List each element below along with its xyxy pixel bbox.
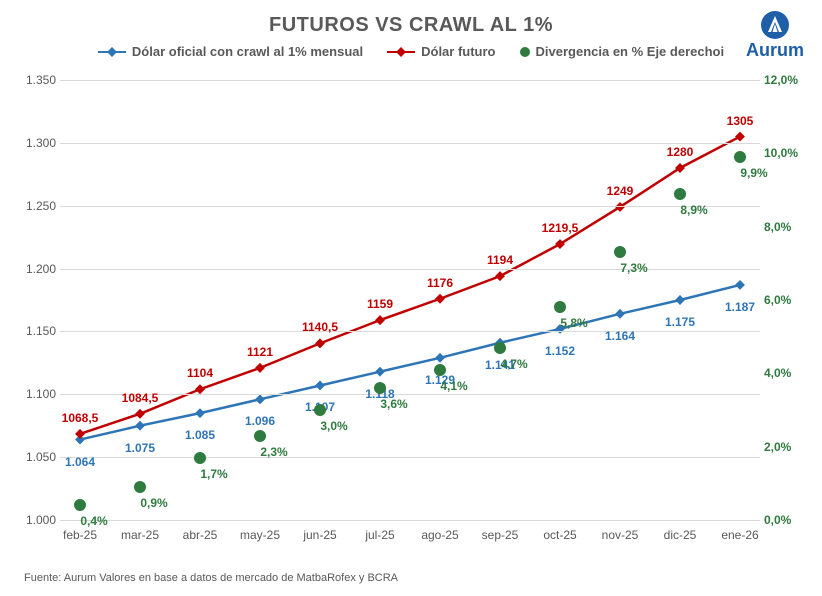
data-label-futuro: 1121 bbox=[247, 345, 273, 359]
x-tick: nov-25 bbox=[602, 528, 639, 542]
legend-swatch-futuro bbox=[387, 51, 415, 53]
data-label-oficial: 1.075 bbox=[125, 441, 155, 455]
legend-item-futuro: Dólar futuro bbox=[387, 44, 495, 59]
legend-swatch-divergencia bbox=[520, 47, 530, 57]
data-label-oficial: 1.187 bbox=[725, 300, 755, 314]
y-right-tick: 12,0% bbox=[764, 73, 806, 87]
y-left-tick: 1.250 bbox=[12, 199, 56, 213]
legend: Dólar oficial con crawl al 1% mensual Dó… bbox=[0, 44, 822, 59]
data-label-divergencia: 2,3% bbox=[260, 445, 287, 459]
y-right-tick: 6,0% bbox=[764, 293, 806, 307]
y-right-tick: 10,0% bbox=[764, 146, 806, 160]
gridline bbox=[60, 331, 760, 332]
aurum-logo-icon bbox=[760, 10, 790, 40]
data-label-divergencia: 3,6% bbox=[380, 397, 407, 411]
x-tick: feb-25 bbox=[63, 528, 97, 542]
data-label-futuro: 1159 bbox=[367, 297, 393, 311]
marker-divergencia bbox=[494, 342, 506, 354]
y-left-tick: 1.300 bbox=[12, 136, 56, 150]
y-right-tick: 0,0% bbox=[764, 513, 806, 527]
marker-divergencia bbox=[374, 382, 386, 394]
y-left-tick: 1.150 bbox=[12, 324, 56, 338]
data-label-futuro: 1084,5 bbox=[122, 391, 159, 405]
x-tick: ago-25 bbox=[421, 528, 458, 542]
data-label-divergencia: 1,7% bbox=[200, 467, 227, 481]
y-left-tick: 1.200 bbox=[12, 262, 56, 276]
y-left-tick: 1.350 bbox=[12, 73, 56, 87]
data-label-divergencia: 0,4% bbox=[80, 514, 107, 528]
y-right-tick: 4,0% bbox=[764, 366, 806, 380]
data-label-futuro: 1219,5 bbox=[542, 221, 579, 235]
gridline bbox=[60, 143, 760, 144]
marker-divergencia bbox=[254, 430, 266, 442]
data-label-divergencia: 9,9% bbox=[740, 166, 767, 180]
marker-divergencia bbox=[734, 151, 746, 163]
data-label-futuro: 1104 bbox=[187, 366, 213, 380]
y-right-tick: 8,0% bbox=[764, 220, 806, 234]
legend-label-oficial: Dólar oficial con crawl al 1% mensual bbox=[132, 44, 363, 59]
legend-label-futuro: Dólar futuro bbox=[421, 44, 495, 59]
y-right-tick: 2,0% bbox=[764, 440, 806, 454]
marker-divergencia bbox=[434, 364, 446, 376]
data-label-futuro: 1305 bbox=[727, 114, 754, 128]
gridline bbox=[60, 80, 760, 81]
data-label-divergencia: 0,9% bbox=[140, 496, 167, 510]
data-label-oficial: 1.164 bbox=[605, 329, 635, 343]
x-tick: abr-25 bbox=[183, 528, 218, 542]
gridline bbox=[60, 457, 760, 458]
marker-divergencia bbox=[134, 481, 146, 493]
legend-item-oficial: Dólar oficial con crawl al 1% mensual bbox=[98, 44, 363, 59]
marker-divergencia bbox=[74, 499, 86, 511]
marker-divergencia bbox=[674, 188, 686, 200]
data-label-futuro: 1068,5 bbox=[62, 411, 99, 425]
legend-item-divergencia: Divergencia en % Eje derechoi bbox=[520, 44, 725, 59]
x-tick: may-25 bbox=[240, 528, 280, 542]
source-citation: Fuente: Aurum Valores en base a datos de… bbox=[24, 572, 398, 584]
data-label-oficial: 1.085 bbox=[185, 428, 215, 442]
data-label-divergencia: 7,3% bbox=[620, 261, 647, 275]
data-label-oficial: 1.064 bbox=[65, 455, 95, 469]
plot-svg bbox=[60, 80, 760, 520]
y-left-tick: 1.100 bbox=[12, 387, 56, 401]
marker-divergencia bbox=[314, 404, 326, 416]
y-left-tick: 1.000 bbox=[12, 513, 56, 527]
plot-area: 1.0001.0501.1001.1501.2001.2501.3001.350… bbox=[60, 80, 760, 520]
marker-divergencia bbox=[554, 301, 566, 313]
data-label-oficial: 1.152 bbox=[545, 344, 575, 358]
x-tick: oct-25 bbox=[543, 528, 576, 542]
x-tick: ene-26 bbox=[721, 528, 758, 542]
x-tick: mar-25 bbox=[121, 528, 159, 542]
data-label-futuro: 1249 bbox=[607, 184, 634, 198]
data-label-divergencia: 8,9% bbox=[680, 203, 707, 217]
data-label-divergencia: 4,7% bbox=[500, 357, 527, 371]
y-left-tick: 1.050 bbox=[12, 450, 56, 464]
gridline bbox=[60, 269, 760, 270]
data-label-futuro: 1280 bbox=[667, 145, 694, 159]
marker-divergencia bbox=[614, 246, 626, 258]
x-tick: sep-25 bbox=[482, 528, 519, 542]
x-tick: dic-25 bbox=[664, 528, 697, 542]
legend-swatch-oficial bbox=[98, 51, 126, 53]
data-label-divergencia: 4,1% bbox=[440, 379, 467, 393]
data-label-futuro: 1140,5 bbox=[302, 320, 338, 334]
data-label-futuro: 1194 bbox=[487, 253, 513, 267]
chart-title: FUTUROS VS CRAWL AL 1% bbox=[0, 14, 822, 37]
marker-divergencia bbox=[194, 452, 206, 464]
x-tick: jun-25 bbox=[303, 528, 336, 542]
gridline bbox=[60, 520, 760, 521]
gridline bbox=[60, 206, 760, 207]
data-label-divergencia: 5,8% bbox=[560, 316, 587, 330]
data-label-oficial: 1.175 bbox=[665, 315, 695, 329]
data-label-oficial: 1.096 bbox=[245, 414, 275, 428]
data-label-divergencia: 3,0% bbox=[320, 419, 347, 433]
gridline bbox=[60, 394, 760, 395]
x-tick: jul-25 bbox=[365, 528, 394, 542]
data-label-futuro: 1176 bbox=[427, 276, 453, 290]
legend-label-divergencia: Divergencia en % Eje derechoi bbox=[536, 44, 725, 59]
